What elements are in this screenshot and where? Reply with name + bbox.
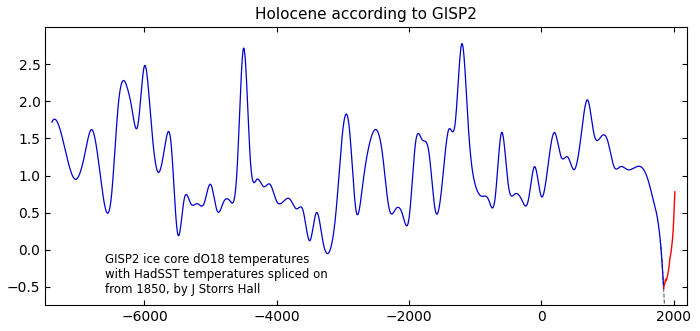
Title: Holocene according to GISP2: Holocene according to GISP2 (255, 7, 477, 22)
Text: GISP2 ice core dO18 temperatures
with HadSST temperatures spliced on
from 1850, : GISP2 ice core dO18 temperatures with Ha… (105, 253, 328, 296)
